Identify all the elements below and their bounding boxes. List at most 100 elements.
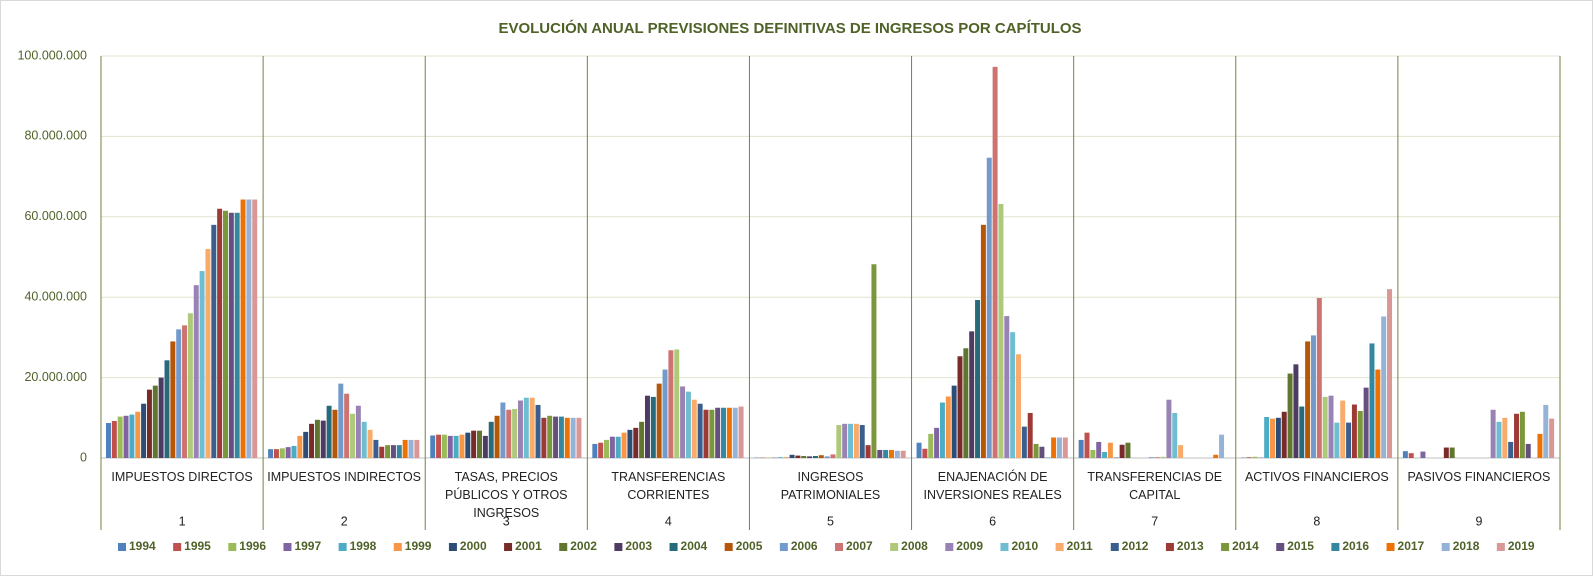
legend-label: 2013 <box>1177 539 1204 553</box>
bar <box>129 414 135 458</box>
x-category-number: 8 <box>1313 514 1320 528</box>
bar <box>146 389 152 458</box>
x-category-label: TRANSFERENCIAS DE CAPITAL <box>1087 470 1223 502</box>
bar <box>812 455 818 458</box>
bar <box>1363 387 1369 458</box>
bar <box>842 423 848 458</box>
bar <box>164 360 170 458</box>
bar <box>1490 409 1496 458</box>
bar <box>217 208 223 458</box>
legend-swatch <box>890 543 899 551</box>
bar <box>592 443 598 458</box>
bar <box>777 457 783 458</box>
bar <box>297 435 303 458</box>
bar <box>662 369 668 458</box>
legend-swatch <box>1055 543 1064 551</box>
bar <box>123 415 129 458</box>
bar <box>783 457 789 458</box>
bar <box>871 264 877 458</box>
bar <box>957 356 963 458</box>
legend-label: 2001 <box>515 539 542 553</box>
legend-label: 2019 <box>1508 539 1535 553</box>
bar <box>355 405 361 458</box>
bar <box>396 445 402 458</box>
bar <box>939 402 945 458</box>
bar <box>969 331 975 458</box>
bar <box>117 416 123 458</box>
bar <box>656 383 662 458</box>
legend-swatch <box>393 543 402 551</box>
chart-title: EVOLUCIÓN ANUAL PREVISIONES DEFINITIVAS … <box>498 19 1081 37</box>
bar <box>1033 443 1039 458</box>
legend-label: 2014 <box>1232 539 1259 553</box>
bar <box>703 409 709 458</box>
bar <box>1148 457 1154 458</box>
bar <box>477 430 482 458</box>
x-category-label: IMPUESTOS INDIRECTOS <box>267 470 422 484</box>
bar <box>512 408 518 458</box>
bar <box>570 417 576 458</box>
bar <box>1264 416 1270 458</box>
bar <box>900 450 906 458</box>
bar <box>807 456 813 458</box>
bar <box>818 455 824 458</box>
bar <box>916 442 922 458</box>
bar <box>877 449 883 458</box>
bar <box>1334 422 1340 458</box>
bar <box>668 350 674 458</box>
bar <box>223 210 228 458</box>
bar <box>604 439 610 458</box>
bar <box>963 348 969 458</box>
bar <box>609 436 615 458</box>
bar <box>1508 441 1514 458</box>
bar <box>529 397 535 458</box>
bar <box>1016 354 1021 458</box>
bar <box>1021 426 1027 458</box>
legend-label: 2015 <box>1287 539 1314 553</box>
bar <box>193 285 199 458</box>
bar <box>633 427 639 458</box>
bar <box>182 325 188 458</box>
legend-swatch <box>1000 543 1009 551</box>
bar <box>158 377 164 458</box>
bar <box>685 391 691 458</box>
bar <box>934 427 940 458</box>
legend-swatch <box>1165 543 1174 551</box>
bar <box>523 397 529 458</box>
bar <box>373 439 379 458</box>
bar <box>430 435 436 458</box>
legend-label: 1995 <box>184 539 211 553</box>
bar <box>1328 395 1334 458</box>
bar <box>273 449 279 458</box>
bar <box>674 349 680 458</box>
bar <box>350 413 355 458</box>
bar <box>1496 421 1502 458</box>
bar <box>1160 456 1166 458</box>
bar <box>883 449 889 458</box>
bar <box>1078 439 1084 458</box>
x-category-label: INGRESOS PATRIMONIALES <box>780 470 881 502</box>
bar <box>564 417 570 458</box>
bar <box>459 434 465 458</box>
bar <box>621 432 627 458</box>
bar <box>1305 341 1311 458</box>
legend-swatch <box>504 543 513 551</box>
legend-swatch <box>1221 543 1230 551</box>
legend-label: 1999 <box>405 539 432 553</box>
bar <box>889 449 894 458</box>
bar <box>379 446 385 458</box>
x-category-number: 6 <box>989 514 996 528</box>
bar <box>1090 449 1096 458</box>
legend-label: 2007 <box>846 539 873 553</box>
bar <box>644 395 650 458</box>
bar <box>709 409 715 458</box>
y-tick-label: 60.000.000 <box>24 209 87 223</box>
bar <box>471 430 477 458</box>
bar <box>1525 443 1531 458</box>
legend-label: 1996 <box>239 539 266 553</box>
bar <box>500 402 506 458</box>
bar <box>1340 400 1346 458</box>
legend-label: 2004 <box>681 539 708 553</box>
bar <box>1084 432 1090 458</box>
